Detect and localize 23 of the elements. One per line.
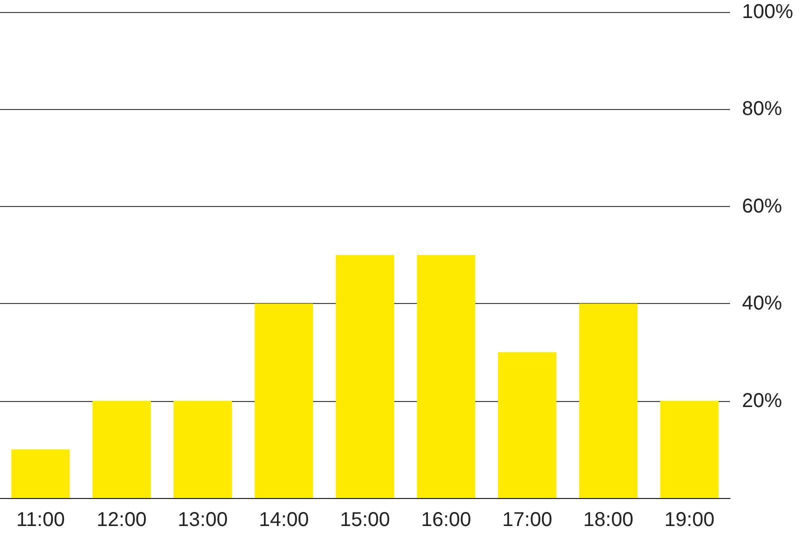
bar bbox=[254, 304, 314, 498]
x-tick-label: 19:00 bbox=[664, 509, 714, 531]
x-tick-label: 14:00 bbox=[258, 509, 309, 531]
y-tick-label: 100% bbox=[742, 1, 794, 23]
y-tick-label: 20% bbox=[742, 390, 782, 412]
bar bbox=[416, 255, 476, 498]
bar bbox=[11, 449, 70, 498]
x-tick-label: 17:00 bbox=[502, 509, 552, 531]
y-tick-label: 40% bbox=[742, 292, 782, 315]
x-tick-label: 12:00 bbox=[96, 509, 147, 531]
bar bbox=[92, 400, 151, 498]
y-tick-label: 60% bbox=[742, 195, 782, 218]
bar bbox=[174, 400, 232, 498]
bar bbox=[579, 304, 638, 498]
x-tick-label: 18:00 bbox=[583, 509, 634, 531]
bar bbox=[660, 400, 719, 498]
bar bbox=[336, 255, 394, 498]
x-tick-label: 15:00 bbox=[340, 509, 390, 531]
x-tick-label: 16:00 bbox=[421, 509, 472, 531]
x-tick-label: 11:00 bbox=[16, 509, 65, 531]
x-tick-label: 13:00 bbox=[178, 509, 228, 531]
bar bbox=[498, 352, 556, 498]
y-tick-label: 80% bbox=[742, 98, 782, 120]
